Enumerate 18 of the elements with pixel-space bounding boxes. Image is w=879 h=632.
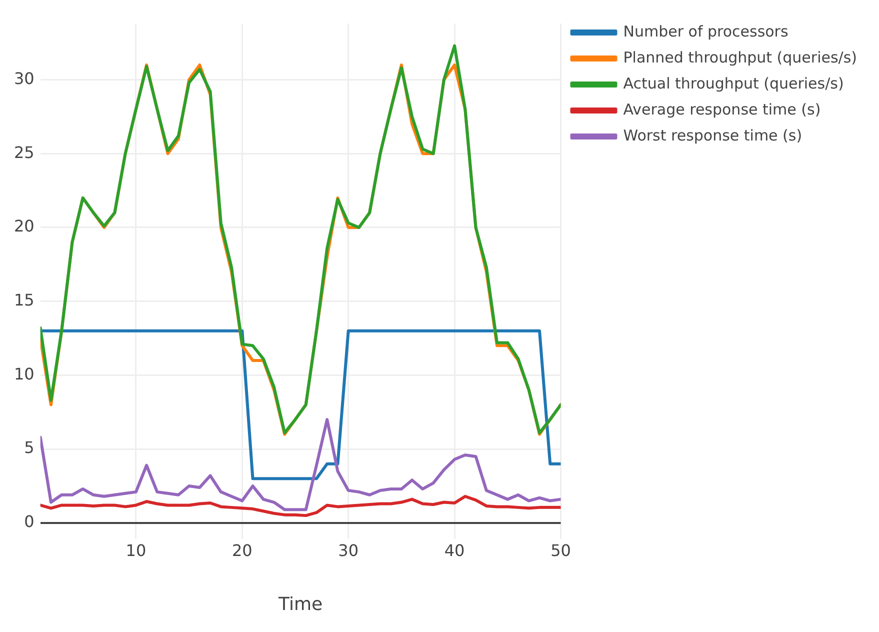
y-tick-label: 5 — [24, 438, 34, 458]
legend-label: Worst response time (s) — [623, 126, 802, 144]
y-tick-label: 20 — [14, 216, 34, 236]
legend-label: Number of processors — [623, 22, 788, 40]
legend-label: Planned throughput (queries/s) — [623, 48, 858, 66]
x-tick-label: 20 — [232, 540, 252, 560]
x-tick-label: 50 — [550, 540, 571, 560]
x-tick-label: 30 — [338, 540, 359, 560]
x-axis-title: Time — [278, 594, 323, 615]
y-tick-label: 25 — [14, 142, 34, 162]
x-tick-label: 40 — [444, 540, 465, 560]
x-tick-label: 10 — [126, 540, 146, 560]
y-tick-label: 10 — [14, 364, 34, 384]
y-tick-label: 30 — [14, 68, 34, 88]
y-tick-label: 15 — [14, 290, 34, 310]
y-tick-label: 0 — [24, 512, 34, 532]
legend-label: Average response time (s) — [623, 100, 821, 118]
legend-label: Actual throughput (queries/s) — [623, 74, 844, 92]
